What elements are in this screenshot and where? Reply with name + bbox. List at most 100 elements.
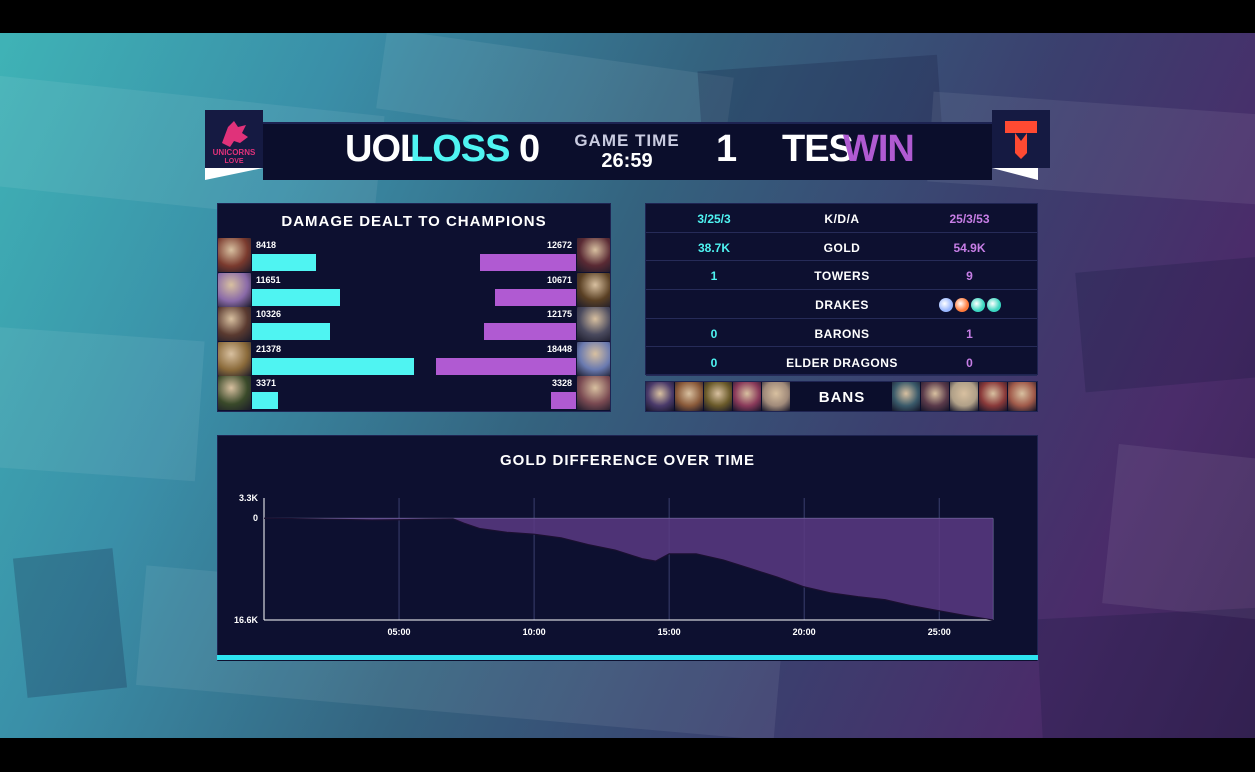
left-ban-portrait bbox=[762, 382, 790, 411]
right-ban-portrait bbox=[979, 382, 1007, 411]
stat-left-value: 3/25/3 bbox=[697, 212, 731, 226]
left-champion-portrait bbox=[218, 238, 251, 272]
right-champion-portrait bbox=[577, 307, 610, 341]
left-damage-value: 8418 bbox=[256, 240, 277, 250]
right-damage-bar bbox=[436, 357, 576, 375]
stat-row: 38.7K GOLD 54.9K bbox=[646, 233, 1037, 262]
right-damage-value: 18448 bbox=[546, 343, 572, 354]
stat-label: DRAKES bbox=[815, 298, 869, 313]
cloud-drake-icon bbox=[938, 297, 953, 312]
tes-logo-tail bbox=[992, 168, 1038, 180]
x-tick-label: 05:00 bbox=[388, 627, 411, 637]
left-champion-portrait bbox=[218, 341, 251, 376]
left-damage-bar bbox=[252, 357, 414, 375]
right-damage-value: 10671 bbox=[546, 274, 572, 285]
stat-row: DRAKES bbox=[646, 290, 1037, 319]
left-team-result: LOSS bbox=[410, 128, 510, 170]
damage-row: 3371 3328 bbox=[218, 376, 610, 410]
right-ban-portrait bbox=[950, 382, 978, 411]
right-damage-bar bbox=[479, 254, 576, 271]
damage-row: 21378 18448 bbox=[218, 341, 610, 376]
uol-logo-tail bbox=[205, 168, 263, 180]
stat-right-value: 25/3/53 bbox=[949, 212, 990, 226]
right-damage-bar bbox=[495, 288, 576, 306]
left-damage-bar bbox=[252, 323, 331, 340]
stat-label: GOLD bbox=[823, 240, 861, 255]
svg-text:LOVE: LOVE bbox=[224, 158, 243, 165]
stat-right-value: 0 bbox=[966, 355, 973, 370]
stat-label: BARONS bbox=[814, 326, 870, 341]
gold-difference-line bbox=[263, 517, 994, 621]
stat-label: ELDER DRAGONS bbox=[786, 355, 898, 370]
stat-right-value: 9 bbox=[966, 269, 973, 284]
right-damage-value: 12672 bbox=[546, 240, 572, 250]
stat-right-value: 1 bbox=[966, 326, 973, 341]
game-time-value: 26:59 bbox=[601, 150, 653, 172]
left-team-score: 0 bbox=[519, 128, 541, 170]
tes-logo bbox=[992, 110, 1050, 168]
left-damage-value: 21378 bbox=[256, 343, 282, 354]
stat-row: 3/25/3 K/D/A 25/3/53 bbox=[646, 204, 1037, 233]
right-team-score: 1 bbox=[716, 128, 738, 170]
infernal-drake-icon bbox=[954, 297, 969, 312]
stat-left-value: 0 bbox=[710, 326, 718, 341]
right-damage-value: 12175 bbox=[546, 309, 572, 319]
svg-text:UNICORNS: UNICORNS bbox=[213, 148, 256, 157]
stat-right-value: 54.9K bbox=[953, 240, 986, 255]
damage-panel-title: DAMAGE DEALT TO CHAMPIONS bbox=[281, 213, 547, 230]
stat-label: K/D/A bbox=[824, 212, 860, 226]
damage-row: 8418 12672 bbox=[218, 238, 610, 272]
right-champion-portrait bbox=[577, 272, 610, 307]
y-tick-label: 3.3K bbox=[239, 493, 259, 503]
left-team-name: UOL bbox=[345, 128, 423, 170]
left-ban-portrait bbox=[646, 382, 674, 411]
right-champion-portrait bbox=[577, 341, 610, 376]
right-team-result: WIN bbox=[843, 128, 915, 170]
ocean-drake-icon bbox=[986, 297, 1001, 312]
stat-left-value: 1 bbox=[710, 269, 718, 284]
left-ban-portrait bbox=[733, 382, 761, 411]
damage-panel: DAMAGE DEALT TO CHAMPIONS 8418 12672 11651… bbox=[217, 203, 611, 412]
right-ban-portrait bbox=[921, 382, 949, 411]
stat-row: 0 ELDER DRAGONS 0 bbox=[646, 348, 1037, 377]
left-damage-value: 11651 bbox=[256, 274, 281, 285]
right-ban-portrait bbox=[892, 382, 920, 411]
game-time-label: GAME TIME bbox=[574, 131, 680, 150]
stats-panel: 3/25/3 K/D/A 25/3/53 38.7K GOLD 54.9K 1 TOWERS 9… bbox=[645, 203, 1038, 377]
scoreboard-header bbox=[263, 122, 992, 180]
right-champion-portrait bbox=[577, 376, 610, 410]
left-damage-value: 10326 bbox=[256, 309, 282, 319]
x-tick-label: 15:00 bbox=[658, 627, 681, 637]
stat-row: 1 TOWERS 9 bbox=[646, 261, 1037, 290]
left-damage-bar bbox=[252, 392, 278, 409]
stat-right-value bbox=[902, 297, 1037, 312]
stat-label: TOWERS bbox=[814, 269, 870, 284]
right-champion-portrait bbox=[577, 238, 610, 272]
stat-left-value: 38.7K bbox=[697, 240, 731, 255]
right-damage-bar bbox=[550, 392, 576, 409]
bans-panel: BANS bbox=[645, 381, 1038, 412]
right-damage-bar bbox=[483, 323, 576, 340]
gold-panel-accent-bar bbox=[217, 655, 1038, 660]
x-tick-label: 10:00 bbox=[523, 627, 546, 637]
stat-left-value: 0 bbox=[710, 355, 718, 370]
gold-difference-panel: GOLD DIFFERENCE OVER TIME 3.3K 0 16.6K 05:0… bbox=[217, 435, 1038, 661]
y-tick-label: 16.6K bbox=[234, 615, 259, 625]
damage-row: 10326 12175 bbox=[218, 307, 610, 341]
left-ban-portrait bbox=[675, 382, 703, 411]
stat-row: 0 BARONS 1 bbox=[646, 319, 1037, 348]
gold-chart-title: GOLD DIFFERENCE OVER TIME bbox=[499, 452, 755, 469]
ocean-drake-icon bbox=[970, 297, 985, 312]
left-damage-value: 3371 bbox=[256, 378, 277, 388]
right-ban-portrait bbox=[1008, 382, 1036, 411]
damage-row: 11651 10671 bbox=[218, 272, 610, 307]
x-tick-label: 20:00 bbox=[793, 627, 816, 637]
x-tick-label: 25:00 bbox=[928, 627, 951, 637]
left-champion-portrait bbox=[218, 307, 251, 341]
left-damage-bar bbox=[252, 254, 316, 271]
bans-label: BANS bbox=[818, 389, 866, 406]
left-champion-portrait bbox=[218, 272, 251, 307]
right-team-name: TES bbox=[782, 128, 854, 170]
left-ban-portrait bbox=[704, 382, 732, 411]
y-tick-label: 0 bbox=[253, 513, 258, 523]
